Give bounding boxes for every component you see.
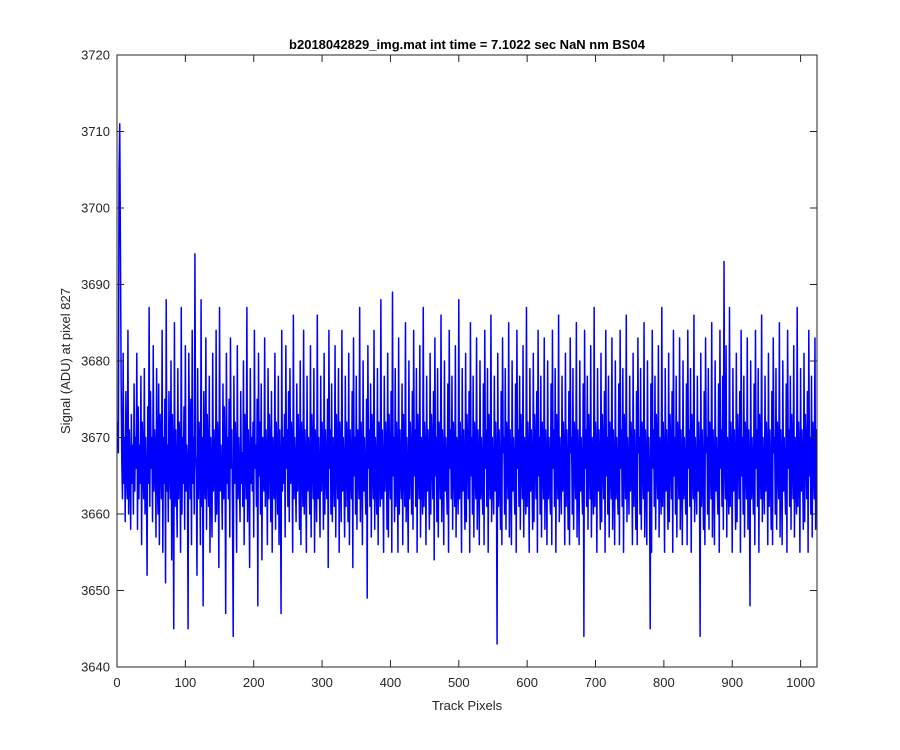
y-tick-label: 3650 <box>81 583 110 598</box>
x-tick-label: 200 <box>243 675 265 690</box>
chart-title: b2018042829_img.mat int time = 7.1022 se… <box>289 37 646 52</box>
x-tick-label: 400 <box>380 675 402 690</box>
x-tick-label: 600 <box>516 675 538 690</box>
y-tick-label: 3720 <box>81 48 110 63</box>
x-axis-title: Track Pixels <box>432 698 503 713</box>
x-tick-label: 900 <box>721 675 743 690</box>
y-tick-label: 3660 <box>81 507 110 522</box>
y-tick-label: 3690 <box>81 277 110 292</box>
y-tick-label: 3640 <box>81 660 110 675</box>
x-tick-label: 100 <box>175 675 197 690</box>
series-layer <box>117 123 817 645</box>
y-tick-label: 3710 <box>81 124 110 139</box>
y-axis-title: Signal (ADU) at pixel 827 <box>58 288 73 434</box>
x-tick-label: 1000 <box>786 675 815 690</box>
x-tick-label: 700 <box>585 675 607 690</box>
x-tick-label: 0 <box>113 675 120 690</box>
x-tick-label: 500 <box>448 675 470 690</box>
y-tick-label: 3680 <box>81 354 110 369</box>
series-line-1 <box>117 123 817 645</box>
y-tick-label: 3670 <box>81 430 110 445</box>
y-tick-label: 3700 <box>81 201 110 216</box>
tick-layer: 0 100 200 300 400 500 600 700 800 900 1000 3640 3650… <box>81 48 817 690</box>
x-tick-label: 800 <box>653 675 675 690</box>
x-tick-label: 300 <box>311 675 333 690</box>
